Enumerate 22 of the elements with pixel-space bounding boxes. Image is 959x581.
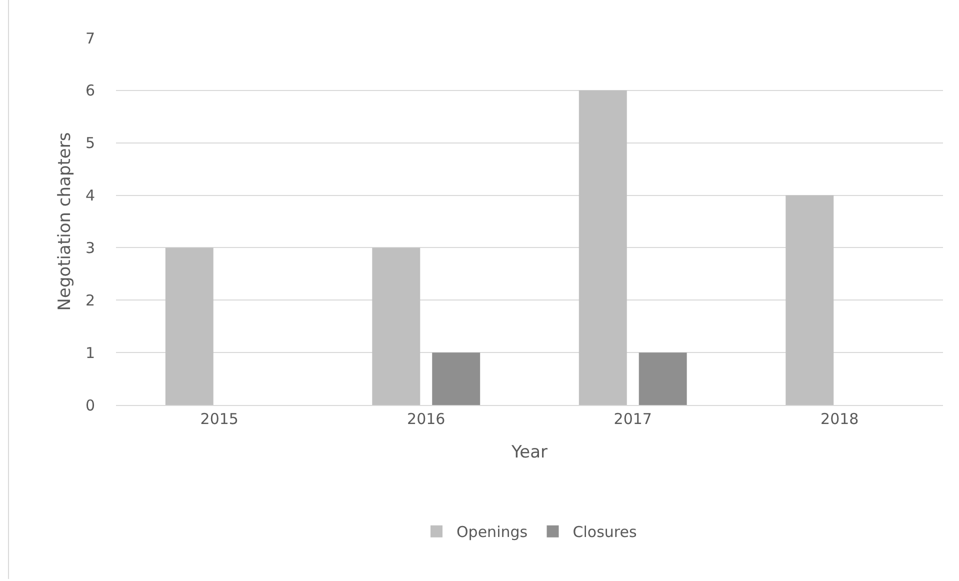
x-axis-title: Year <box>510 442 548 462</box>
bar <box>578 90 627 405</box>
legend-label: Openings <box>456 523 528 542</box>
y-tick-label: 4 <box>85 186 95 205</box>
bar <box>165 248 214 405</box>
x-tick-label: 2017 <box>614 410 652 428</box>
x-tick-label: 2016 <box>407 410 446 428</box>
y-tick-label: 7 <box>85 29 95 48</box>
bar <box>372 248 420 405</box>
y-tick-label: 3 <box>85 238 95 257</box>
y-tick-label: 0 <box>85 396 95 414</box>
y-tick-label: 2 <box>85 291 95 310</box>
y-tick-label: 6 <box>85 82 95 100</box>
bar <box>638 352 687 405</box>
x-tick-label: 2015 <box>200 410 238 428</box>
legend-label: Closures <box>572 523 637 542</box>
bar <box>786 195 834 405</box>
bar <box>432 352 480 405</box>
y-axis-title: Negotiation chapters <box>55 132 76 311</box>
y-tick-label: 1 <box>85 344 95 362</box>
y-tick-label: 5 <box>85 134 95 152</box>
x-tick-label: 2018 <box>820 410 859 428</box>
